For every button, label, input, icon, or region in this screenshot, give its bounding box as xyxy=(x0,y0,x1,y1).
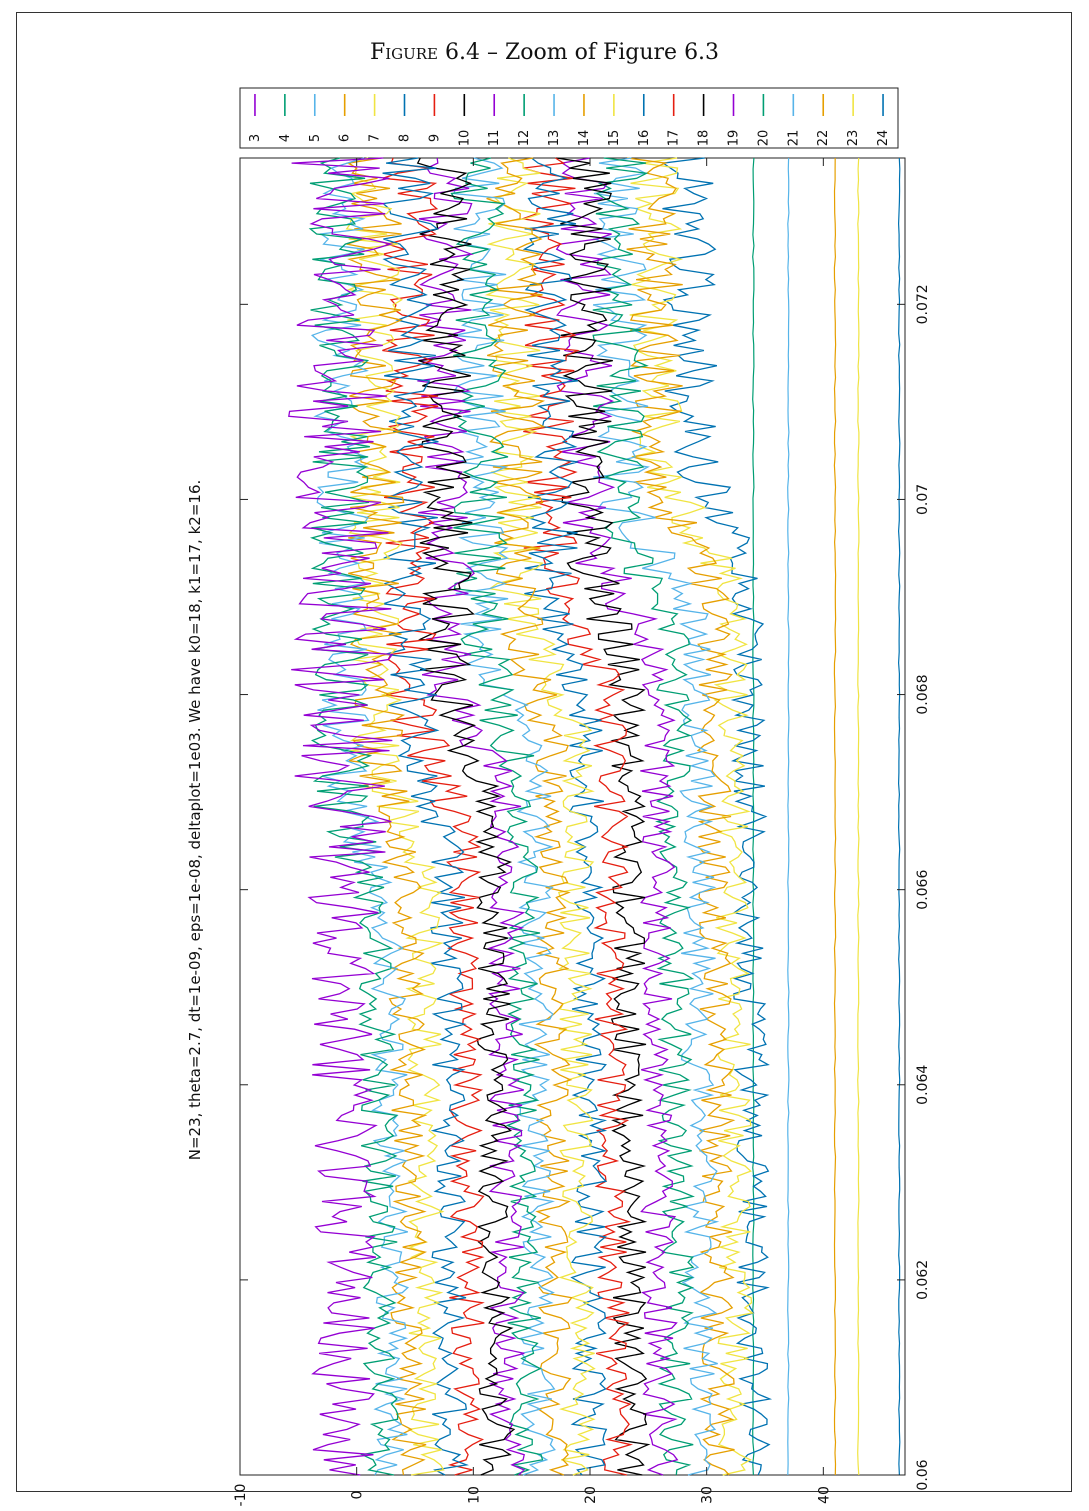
legend-label-23: 23 xyxy=(846,130,861,147)
legend-label-3: 3 xyxy=(248,134,263,142)
legend-label-24: 24 xyxy=(876,130,891,147)
flat-line-1 xyxy=(897,157,901,1476)
x-tick-label: 0.06 xyxy=(915,1459,931,1490)
legend-label-19: 19 xyxy=(727,130,742,147)
series-line-10 xyxy=(416,157,516,1476)
x-tick-label: 0.064 xyxy=(915,1065,931,1105)
legend-label-7: 7 xyxy=(368,134,383,142)
legend-label-15: 15 xyxy=(607,130,622,147)
x-tick-label: 0.07 xyxy=(915,484,931,515)
x-tick-label: 0.066 xyxy=(915,870,931,910)
legend-label-12: 12 xyxy=(517,130,532,147)
series-line-15 xyxy=(484,157,596,1476)
flat-line-5 xyxy=(752,157,755,1476)
x-tick-label: 0.068 xyxy=(915,675,931,715)
legend-label-18: 18 xyxy=(697,130,712,147)
series-line-11 xyxy=(417,157,526,1476)
figure-label: Figure 6.4 xyxy=(369,40,480,65)
legend-label-22: 22 xyxy=(816,130,831,147)
legend-label-20: 20 xyxy=(756,130,771,147)
legend-label-4: 4 xyxy=(278,134,293,142)
y-tick-label: 10 xyxy=(466,1486,482,1504)
flat-line-2 xyxy=(857,157,860,1476)
y-tick-label: 20 xyxy=(583,1486,599,1504)
series-line-14 xyxy=(486,157,573,1476)
series-line-8 xyxy=(381,157,470,1476)
series-line-4 xyxy=(308,157,399,1476)
legend-label-10: 10 xyxy=(457,130,472,147)
series-line-18 xyxy=(556,157,651,1476)
y-tick-label: 30 xyxy=(700,1486,716,1504)
series-line-16 xyxy=(522,157,608,1476)
legend-label-14: 14 xyxy=(577,130,592,147)
series-line-13 xyxy=(452,157,556,1476)
figure-caption-text: – Zoom of Figure 6.3 xyxy=(479,40,720,65)
legend-label-16: 16 xyxy=(637,130,652,147)
figure-frame xyxy=(16,12,1072,1492)
series-line-19 xyxy=(555,157,679,1476)
series-line-5 xyxy=(310,157,410,1476)
plot-frame xyxy=(239,157,906,1476)
legend-box xyxy=(239,87,899,149)
series-line-23 xyxy=(629,157,755,1476)
series-line-3 xyxy=(288,157,394,1476)
series-line-20 xyxy=(592,157,695,1476)
legend-label-13: 13 xyxy=(547,130,562,147)
legend-label-17: 17 xyxy=(667,130,682,147)
series-line-22 xyxy=(626,157,736,1476)
x-tick-label: 0.072 xyxy=(915,284,931,324)
legend-label-11: 11 xyxy=(487,130,502,147)
series-line-17 xyxy=(520,157,634,1476)
legend-label-21: 21 xyxy=(786,130,801,147)
legend-label-9: 9 xyxy=(427,134,442,142)
flat-line-4 xyxy=(787,157,790,1476)
chart-title: N=23, theta=2.7, dt=1e-09, eps=1e-08, de… xyxy=(186,480,204,1161)
y-tick-label: -10 xyxy=(233,1484,249,1507)
legend-label-5: 5 xyxy=(308,134,323,142)
legend-label-6: 6 xyxy=(338,134,353,142)
series-line-12 xyxy=(450,157,544,1476)
x-tick-label: 0.062 xyxy=(915,1260,931,1300)
legend-label-8: 8 xyxy=(398,134,413,142)
figure-caption: Figure 6.4 – Zoom of Figure 6.3 xyxy=(0,40,1089,65)
flat-line-3 xyxy=(833,157,837,1476)
y-tick-label: 40 xyxy=(816,1486,832,1504)
series-line-21 xyxy=(592,157,720,1476)
series-line-6 xyxy=(346,157,428,1476)
series-line-24 xyxy=(661,157,773,1476)
y-tick-label: 0 xyxy=(350,1491,366,1500)
